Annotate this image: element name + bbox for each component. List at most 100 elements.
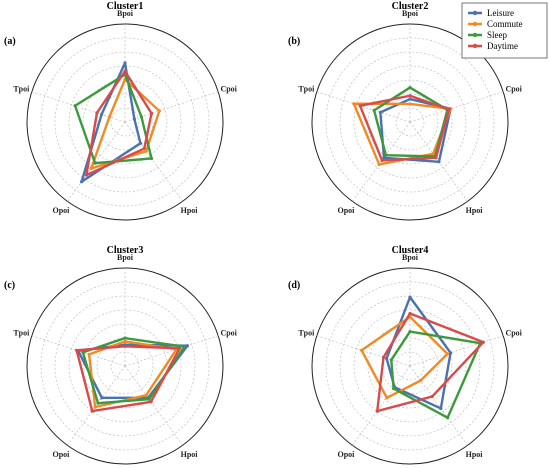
radar-spoke-hpoi: [124, 121, 183, 202]
axis-label-tpoi: Tpoi: [298, 328, 315, 337]
axis-label-bpoi: Bpoi: [402, 9, 419, 18]
legend-marker-sleep: [472, 32, 478, 38]
radar-spoke-opoi: [67, 365, 126, 446]
series-sleep-point: [139, 115, 143, 119]
axis-label-bpoi: Bpoi: [117, 9, 134, 18]
series-daytime-line: [376, 312, 485, 413]
series-sleep-point: [182, 345, 186, 349]
series-commute-point: [360, 348, 364, 352]
legend-label-commute: Commute: [487, 19, 523, 29]
series-daytime-point: [142, 146, 146, 151]
series-daytime-point: [380, 158, 384, 163]
series-leisure-point: [439, 406, 443, 411]
panel-title: Cluster3: [107, 245, 144, 256]
series-daytime-point: [95, 111, 99, 115]
legend-label-daytime: Daytime: [487, 41, 518, 51]
series-commute-point: [431, 152, 435, 156]
axis-label-tpoi: Tpoi: [13, 328, 30, 337]
axis-label-cpoi: Cpoi: [505, 84, 522, 93]
axis-label-cpoi: Cpoi: [220, 328, 237, 337]
series-leisure-point: [385, 356, 389, 360]
radar-grid-circle: [381, 93, 439, 151]
radar-grid-circle: [96, 93, 154, 151]
series-sleep-line: [390, 330, 482, 419]
radar-grid-circle: [325, 37, 495, 207]
axis-label-bpoi: Bpoi: [117, 253, 134, 262]
series-leisure-point: [378, 110, 382, 114]
radar-grid-circle: [68, 65, 182, 179]
series-daytime-point: [84, 173, 89, 177]
series-sleep-point: [392, 386, 396, 391]
series-leisure-point: [80, 180, 84, 184]
radar-spoke-hpoi: [124, 365, 183, 446]
series-sleep-point: [445, 416, 450, 420]
series-daytime-point: [123, 69, 127, 73]
series-leisure-point: [448, 351, 453, 355]
axis-label-bpoi: Bpoi: [402, 253, 419, 262]
axis-label-hpoi: Hpoi: [181, 206, 199, 215]
series-sleep-point: [123, 336, 127, 340]
series-daytime-line: [85, 69, 153, 177]
series-commute-point: [89, 166, 93, 171]
series-sleep-point: [408, 85, 412, 90]
axis-label-opoi: Opoi: [52, 450, 70, 459]
axis-label-hpoi: Hpoi: [466, 206, 484, 215]
legend-marker-commute: [472, 21, 478, 27]
series-daytime-point: [434, 156, 438, 160]
series-daytime-point: [90, 409, 94, 413]
legend-entry-daytime: Daytime: [468, 41, 518, 51]
radar-spoke-tpoi: [316, 91, 411, 123]
radar-panels: Cluster1 (a) Bpoi Cpoi Hpoi Opoi Tpoi Cluster2 (…: [4, 1, 523, 465]
series-commute-point: [352, 102, 356, 106]
series-sleep-point: [81, 350, 85, 354]
series-daytime-point: [381, 355, 386, 359]
series-leisure-point: [138, 141, 143, 145]
series-sleep-point: [73, 104, 77, 108]
series-daytime-line: [75, 345, 181, 413]
series-commute-point: [144, 393, 148, 397]
radar-spoke-tpoi: [316, 335, 411, 367]
series-leisure-point: [382, 156, 386, 160]
panel-label: (d): [288, 280, 300, 291]
series-sleep-point: [93, 161, 97, 165]
axis-label-cpoi: Cpoi: [505, 328, 522, 337]
radar-grid-circle: [353, 309, 467, 423]
legend-label-sleep: Sleep: [487, 30, 507, 40]
radar-grid-circle: [68, 309, 182, 423]
axis-label-cpoi: Cpoi: [220, 84, 237, 93]
series-sleep-point: [408, 329, 412, 334]
radar-panel-cluster4: Cluster4 (d) Bpoi Cpoi Hpoi Opoi Tpoi: [288, 245, 523, 465]
legend-entry-commute: Commute: [468, 19, 523, 29]
series-daytime-point: [149, 400, 153, 404]
series-daytime-point: [481, 340, 485, 344]
radar-grid-circle: [325, 281, 495, 451]
series-sleep-point: [389, 358, 393, 362]
series-daytime-point: [123, 344, 127, 348]
axis-label-tpoi: Tpoi: [298, 84, 315, 93]
series-daytime-point: [408, 94, 412, 98]
axis-label-hpoi: Hpoi: [181, 450, 199, 459]
radar-spoke-hpoi: [409, 365, 468, 446]
legend-label-leisure: Leisure: [487, 8, 514, 18]
series-sleep-point: [372, 108, 376, 112]
series-commute-point: [87, 352, 91, 356]
legend-marker-daytime: [472, 43, 478, 49]
radar-panel-cluster2: Cluster2 (b) Bpoi Cpoi Hpoi Opoi Tpoi: [288, 1, 523, 221]
series-daytime-point: [375, 409, 379, 413]
series-leisure-line: [385, 295, 452, 410]
series-daytime-point: [75, 348, 79, 352]
panel-label: (a): [4, 36, 16, 47]
radar-grid-circle: [40, 281, 210, 451]
series-sleep-line: [73, 73, 153, 165]
series-commute-point: [408, 102, 412, 106]
panel-title: Cluster2: [392, 1, 429, 12]
radar-spoke-cpoi: [409, 91, 504, 123]
series-leisure-point: [100, 396, 104, 400]
axis-label-tpoi: Tpoi: [13, 84, 30, 93]
panel-title: Cluster4: [392, 245, 429, 256]
radar-grid-circle: [40, 37, 210, 207]
axis-label-opoi: Opoi: [52, 206, 70, 215]
series-leisure-point: [437, 160, 441, 164]
series-commute-point: [445, 352, 450, 356]
radar-spoke-opoi: [67, 121, 126, 202]
